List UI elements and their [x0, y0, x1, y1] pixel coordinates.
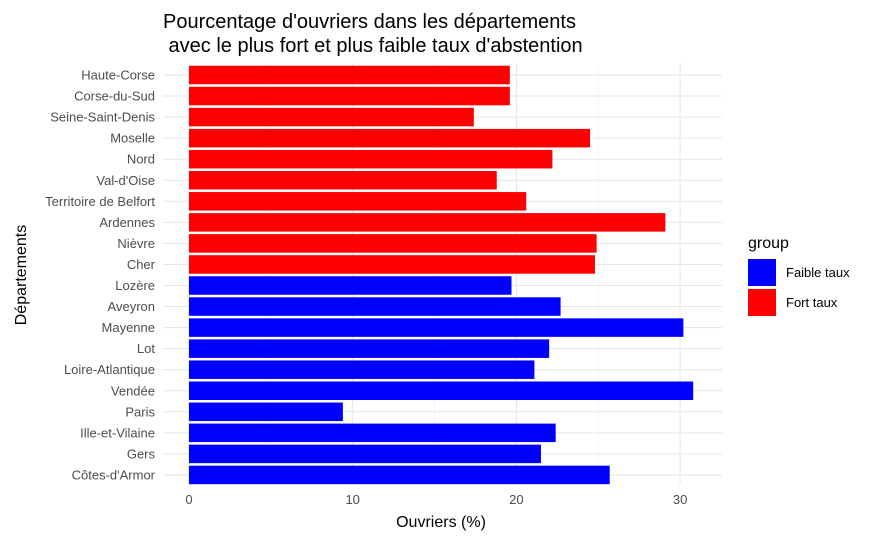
legend-swatch [748, 289, 776, 316]
bar [189, 339, 550, 358]
bars [189, 65, 694, 485]
y-tick-labels: Haute-Corse Corse-du-Sud Seine-Saint-Denis… [45, 68, 155, 483]
y-tick-label: Gers [127, 446, 156, 461]
y-tick-label: Côtes-d'Armor [72, 467, 156, 482]
y-tick-label: Cher [127, 257, 156, 272]
bar [189, 360, 535, 379]
y-axis-title: Départements [13, 225, 30, 326]
bar [189, 444, 541, 464]
legend: group Faible taux Fort taux [748, 235, 850, 316]
bar [189, 423, 556, 443]
y-tick-label: Haute-Corse [81, 68, 155, 83]
bar [189, 465, 610, 485]
y-tick-label: Paris [125, 404, 155, 419]
y-tick-label: Lot [137, 341, 155, 356]
y-tick-label: Nord [127, 152, 155, 167]
bar [189, 65, 510, 85]
x-tick-label: 10 [345, 492, 359, 507]
bar [189, 276, 512, 295]
x-axis-title: Ouvriers (%) [396, 514, 486, 531]
y-tick-label: Moselle [110, 131, 155, 146]
bar [189, 149, 553, 169]
y-tick-label: Aveyron [108, 299, 155, 314]
y-tick-label: Nièvre [117, 236, 155, 251]
legend-title: group [748, 235, 789, 252]
y-tick-label: Seine-Saint-Denis [50, 110, 155, 125]
bar [189, 381, 694, 400]
y-tick-label: Mayenne [102, 320, 155, 335]
bar [189, 402, 343, 422]
x-tick-label: 0 [185, 492, 192, 507]
legend-label: Fort taux [786, 295, 838, 310]
y-tick-label: Lozère [115, 278, 155, 293]
bar [189, 318, 684, 337]
y-tick-label: Ardennes [99, 215, 155, 230]
x-tick-label: 30 [673, 492, 687, 507]
bar [189, 128, 591, 148]
y-tick-label: Loire-Atlantique [64, 362, 155, 377]
chart-title-line2: avec le plus fort et plus faible taux d'… [163, 35, 583, 57]
chart-title-line1: Pourcentage d'ouvriers dans les départem… [163, 11, 576, 33]
y-tick-label: Vendée [111, 383, 155, 398]
y-tick-label: Territoire de Belfort [45, 194, 155, 209]
y-tick-label: Ille-et-Vilaine [80, 425, 155, 440]
bar [189, 213, 666, 232]
legend-swatch [748, 259, 776, 286]
bar [189, 107, 474, 127]
x-tick-labels: 0 10 20 30 [185, 492, 687, 507]
y-tick-label: Corse-du-Sud [74, 89, 155, 104]
x-tick-label: 20 [509, 492, 523, 507]
legend-label: Faible taux [786, 265, 850, 280]
bar [189, 255, 595, 274]
bar [189, 192, 527, 211]
y-tick-label: Val-d'Oise [96, 173, 155, 188]
bar [189, 171, 497, 190]
bar [189, 234, 597, 253]
bar [189, 86, 510, 106]
bar [189, 297, 561, 316]
